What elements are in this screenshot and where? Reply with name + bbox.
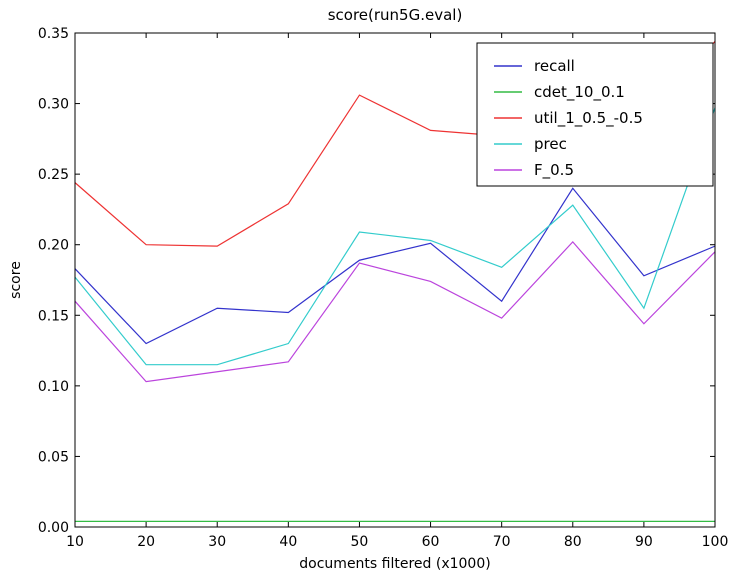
plot-frame <box>74 32 716 528</box>
x-tick-label: 60 <box>422 534 440 550</box>
y-tick-label: 0.15 <box>38 308 69 324</box>
series-line-f-0-5 <box>74 240 716 383</box>
y-axis-title: score <box>8 261 24 299</box>
y-tick-label: 0.05 <box>38 449 69 465</box>
legend-label: prec <box>534 135 567 153</box>
legend-label: recall <box>534 57 575 75</box>
x-axis-title: documents filtered (x1000) <box>299 556 490 572</box>
y-tick-label: 0.30 <box>38 97 69 113</box>
x-tick-label: 30 <box>208 534 226 550</box>
legend-label: F_0.5 <box>534 161 574 180</box>
x-tick-label: 80 <box>564 534 582 550</box>
series-line-recall <box>74 187 716 345</box>
y-tick-label: 0.20 <box>38 238 69 254</box>
y-tick-label: 0.10 <box>38 379 69 395</box>
x-tick-label: 90 <box>635 534 653 550</box>
x-tick-label: 20 <box>137 534 155 550</box>
y-tick-label: 0.35 <box>38 26 69 42</box>
x-tick-label: 100 <box>702 534 729 550</box>
x-tick-label: 50 <box>351 534 369 550</box>
series-line-prec <box>74 107 716 366</box>
legend-label: cdet_10_0.1 <box>534 83 625 102</box>
y-tick-label: 0.25 <box>38 167 69 183</box>
legend-label: util_1_0.5_-0.5 <box>534 109 643 128</box>
x-tick-label: 70 <box>493 534 511 550</box>
y-tick-label: 0.00 <box>38 520 69 536</box>
ticks-layer: 10 20 30 40 50 60 70 80 90 100 0.00 0.05 0.10 0.15 0.2… <box>38 26 729 550</box>
x-tick-label: 10 <box>66 534 84 550</box>
legend-box <box>476 42 714 187</box>
chart-title: score(run5G.eval) <box>328 6 463 24</box>
x-tick-label: 40 <box>279 534 297 550</box>
